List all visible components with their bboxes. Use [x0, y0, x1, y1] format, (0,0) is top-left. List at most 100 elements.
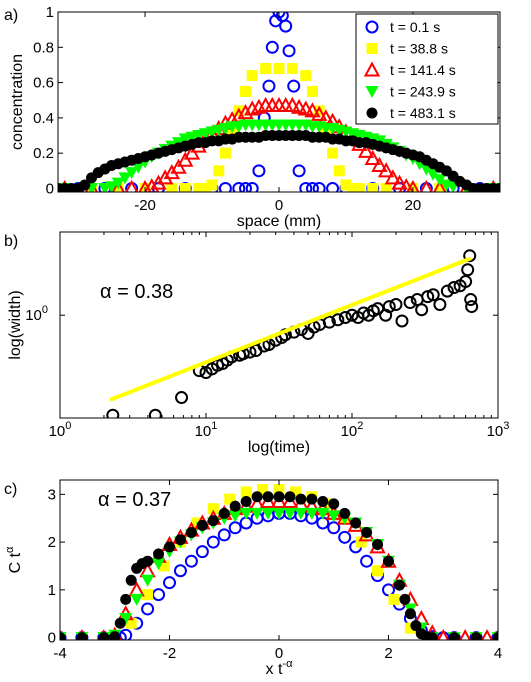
data-point: [299, 181, 313, 192]
data-point: [125, 167, 139, 180]
data-point: [152, 588, 166, 602]
panel-3: -4 -2 0 2 4 0 1 2 3 x t-α C tα c) α = 0.37: [4, 479, 502, 678]
y-tick-exponent: 0: [42, 304, 48, 316]
data-point: [322, 315, 336, 329]
data-point: [433, 174, 447, 187]
data-point: [206, 535, 220, 549]
y-tick-label: 0.6: [33, 75, 54, 92]
data-point: [193, 182, 205, 192]
x-tick-label: -2: [163, 645, 176, 662]
data-point: [120, 593, 132, 605]
data-point: [207, 503, 219, 515]
data-point: [461, 263, 475, 277]
y-tick-label: 100: [25, 304, 48, 324]
data-point: [213, 165, 225, 177]
data-point: [426, 288, 440, 302]
data-point: [339, 507, 351, 519]
data-point: [217, 528, 231, 542]
alpha-annotation: α = 0.37: [98, 489, 171, 511]
data-point: [383, 555, 394, 567]
y-tick-label: 1: [46, 4, 54, 21]
data-point: [250, 507, 264, 520]
data-point: [184, 554, 198, 568]
data-point: [371, 156, 388, 173]
y-tick-label: 3: [48, 486, 56, 503]
data-point: [170, 158, 187, 174]
y-tick-label: 2: [48, 534, 56, 551]
data-point: [272, 12, 286, 19]
x-tick-label: -4: [53, 645, 66, 662]
data-point: [199, 182, 211, 192]
data-point: [357, 142, 375, 158]
data-point: [237, 103, 254, 120]
data-point: [218, 507, 230, 519]
y-tick-label: 0.4: [33, 110, 54, 127]
data-point: [327, 147, 339, 159]
data-point: [106, 408, 120, 418]
plot-area: [58, 12, 500, 192]
data-point: [364, 149, 381, 165]
data-point: [384, 169, 402, 185]
data-point: [404, 622, 416, 634]
data-point: [290, 98, 308, 114]
data-point: [130, 593, 144, 606]
data-point: [377, 162, 395, 178]
data-point: [404, 608, 416, 620]
data-point: [331, 313, 345, 327]
data-point: [219, 147, 231, 159]
legend-entry: t = 38.8 s: [390, 41, 448, 57]
data-point: [382, 300, 396, 314]
data-point: [152, 558, 166, 571]
data-point: [465, 300, 479, 314]
x-tick-label: 2: [384, 645, 392, 662]
data-point: [304, 102, 321, 118]
legend-marker: [366, 43, 378, 54]
legend-entry: t = 243.9 s: [390, 84, 456, 100]
data-point: [185, 527, 197, 539]
data-point: [125, 617, 137, 629]
data-point: [295, 493, 307, 505]
data-point: [119, 613, 133, 626]
data-point: [144, 178, 160, 192]
data-point: [360, 554, 374, 568]
data-point: [105, 181, 119, 192]
data-point: [251, 491, 263, 503]
data-point: [340, 179, 352, 191]
data-point: [398, 178, 414, 192]
x-tick-label: 100: [49, 420, 72, 440]
data-point: [228, 510, 242, 523]
data-point: [260, 62, 272, 74]
data-point: [246, 70, 258, 82]
data-point: [367, 182, 379, 192]
data-point: [284, 491, 296, 503]
data-point: [142, 555, 154, 567]
data-point: [240, 85, 252, 97]
series-5: [58, 130, 500, 192]
data-point: [361, 527, 373, 539]
data-point: [305, 181, 319, 192]
data-point: [111, 179, 125, 192]
data-point: [272, 507, 286, 520]
legend-marker: [365, 20, 379, 34]
data-point: [403, 296, 417, 310]
x-axis-label: space (mm): [237, 213, 321, 230]
data-point: [388, 593, 400, 605]
data-point: [426, 168, 440, 181]
data-point: [459, 629, 472, 640]
data-point: [279, 19, 293, 33]
data-point: [245, 181, 259, 192]
panel-label: b): [4, 233, 18, 250]
y-axis-label: log(width): [7, 290, 24, 359]
data-point: [148, 408, 162, 418]
data-point: [76, 632, 88, 640]
data-point: [283, 507, 297, 520]
data-point: [434, 182, 446, 192]
data-point: [347, 182, 359, 192]
data-point: [494, 182, 500, 192]
data-point: [218, 181, 232, 192]
data-point: [481, 629, 494, 640]
data-point: [109, 631, 121, 640]
data-point: [232, 181, 246, 192]
